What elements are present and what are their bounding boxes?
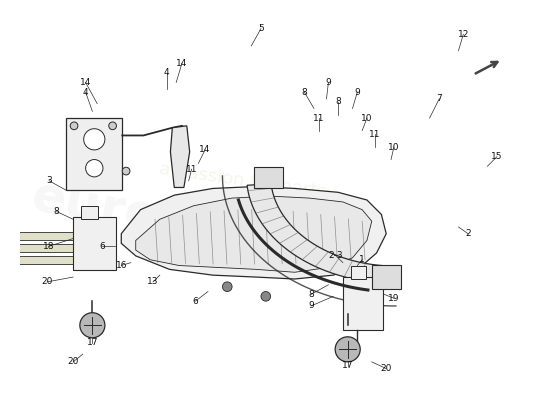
- Polygon shape: [170, 126, 190, 188]
- Circle shape: [122, 167, 130, 175]
- FancyBboxPatch shape: [81, 206, 98, 219]
- Text: 20: 20: [41, 277, 53, 286]
- Text: 9: 9: [354, 88, 360, 96]
- Text: 11: 11: [369, 130, 381, 139]
- Text: 11: 11: [186, 165, 197, 174]
- Text: 16: 16: [116, 261, 127, 270]
- Text: 14: 14: [177, 59, 188, 68]
- Circle shape: [109, 122, 117, 130]
- Text: 7: 7: [436, 94, 442, 103]
- Circle shape: [84, 129, 105, 150]
- Text: 15: 15: [491, 152, 503, 161]
- Text: 5: 5: [258, 24, 264, 33]
- Text: 8: 8: [301, 88, 307, 96]
- Circle shape: [86, 160, 103, 177]
- Polygon shape: [136, 196, 372, 272]
- Text: 10: 10: [361, 114, 373, 123]
- Text: 2: 2: [465, 229, 471, 238]
- Text: 1: 1: [359, 255, 365, 264]
- FancyBboxPatch shape: [343, 277, 383, 330]
- Text: 9: 9: [308, 302, 314, 310]
- Text: 4: 4: [83, 88, 89, 96]
- FancyBboxPatch shape: [254, 167, 283, 188]
- FancyBboxPatch shape: [73, 217, 117, 270]
- Text: 13: 13: [147, 277, 159, 286]
- Text: 17: 17: [342, 361, 354, 370]
- Text: 20: 20: [68, 357, 79, 366]
- Text: 14: 14: [80, 78, 91, 87]
- Text: 20: 20: [381, 364, 392, 373]
- Circle shape: [80, 313, 105, 338]
- FancyBboxPatch shape: [15, 256, 73, 264]
- FancyBboxPatch shape: [10, 232, 73, 240]
- Text: 9: 9: [326, 78, 331, 87]
- Text: a passion for parts: a passion for parts: [158, 160, 327, 201]
- Circle shape: [70, 122, 78, 130]
- Polygon shape: [122, 186, 386, 279]
- Text: 8: 8: [335, 97, 341, 106]
- Polygon shape: [247, 184, 385, 283]
- Text: 12: 12: [458, 30, 469, 39]
- FancyBboxPatch shape: [67, 118, 122, 190]
- Text: 3: 3: [46, 176, 52, 185]
- Text: 6: 6: [99, 242, 105, 251]
- Text: 18: 18: [43, 242, 55, 251]
- Text: euroParts: euroParts: [29, 172, 309, 267]
- Text: 19: 19: [388, 294, 400, 303]
- Text: 4: 4: [164, 68, 169, 77]
- Text: 17: 17: [86, 338, 98, 347]
- FancyBboxPatch shape: [372, 265, 402, 289]
- Text: 2-3: 2-3: [329, 251, 343, 260]
- Text: 8: 8: [308, 290, 314, 299]
- Text: 6: 6: [192, 297, 199, 306]
- Text: 14: 14: [200, 146, 211, 154]
- FancyBboxPatch shape: [350, 266, 366, 279]
- FancyBboxPatch shape: [0, 244, 73, 252]
- Text: 11: 11: [313, 114, 324, 123]
- Text: 10: 10: [388, 142, 400, 152]
- Text: 8: 8: [54, 207, 59, 216]
- Circle shape: [335, 337, 360, 362]
- Circle shape: [222, 282, 232, 292]
- Circle shape: [261, 292, 271, 301]
